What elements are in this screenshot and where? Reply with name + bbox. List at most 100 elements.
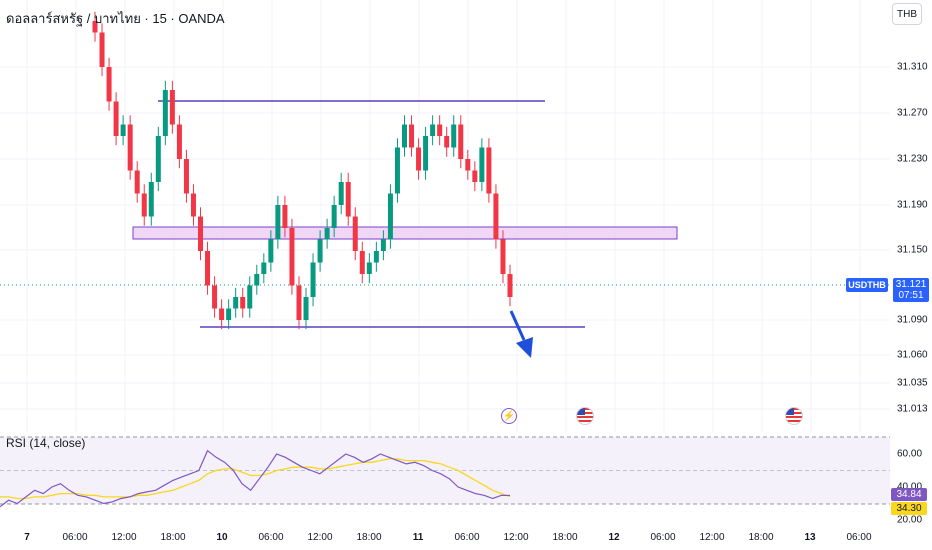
candle-body <box>331 205 337 228</box>
time-axis-label: 10 <box>216 532 228 543</box>
price-axis-label: 31.230 <box>897 153 928 165</box>
candle-body <box>254 274 260 286</box>
candle-body <box>296 285 302 320</box>
support-resistance-zone <box>132 226 678 240</box>
time-axis-label: 12:00 <box>111 532 137 543</box>
price-axis-label: 31.060 <box>897 349 928 361</box>
us-flag-event-icon[interactable] <box>785 407 803 425</box>
candle-body <box>205 251 211 286</box>
time-axis-label: 06:00 <box>846 532 872 543</box>
rsi-ma-line <box>0 458 511 500</box>
candle-body <box>338 182 344 205</box>
candle-body <box>268 239 274 263</box>
time-axis-label: 18:00 <box>748 532 774 543</box>
candle-body <box>444 136 450 148</box>
time-axis-label: 7 <box>24 532 30 543</box>
time-axis-label: 06:00 <box>258 532 284 543</box>
candle-body <box>345 182 351 217</box>
candle-body <box>233 297 239 309</box>
current-price-value: 31.121 <box>895 279 927 290</box>
candle-body <box>317 239 323 263</box>
candle-body <box>486 147 492 194</box>
candle-body <box>373 251 379 263</box>
candle-body <box>465 159 471 171</box>
time-axis-label: 06:00 <box>454 532 480 543</box>
rsi-line <box>0 449 511 508</box>
candle-body <box>261 262 267 274</box>
time-axis-label: 12 <box>608 532 620 543</box>
candle-body <box>303 297 309 320</box>
candle-body <box>310 262 316 297</box>
price-axis-label: 31.270 <box>897 107 928 119</box>
chart-title: ดอลลาร์สหรัฐ / บาทไทย · 15 · OANDA <box>6 11 225 26</box>
time-axis-label: 12:00 <box>307 532 333 543</box>
candle-body <box>324 228 330 240</box>
candle-body <box>120 124 126 136</box>
time-axis-label: 06:00 <box>650 532 676 543</box>
candle-body <box>240 297 246 309</box>
candle-body <box>282 205 288 228</box>
time-axis-label: 18:00 <box>552 532 578 543</box>
candle-body <box>472 170 478 182</box>
time-axis-label: 12:00 <box>503 532 529 543</box>
candle-body <box>162 90 168 136</box>
time-axis-label: 18:00 <box>356 532 382 543</box>
price-chart[interactable] <box>0 0 890 432</box>
candle-body <box>479 147 485 182</box>
candle-body <box>275 205 281 240</box>
rsi-axis-label: 20.00 <box>897 514 923 526</box>
candle-body <box>458 124 464 159</box>
candle-body <box>451 124 457 148</box>
candle-body <box>507 274 513 297</box>
candle-body <box>190 193 196 217</box>
rsi-pane[interactable] <box>0 432 890 528</box>
bar-countdown: 07:51 <box>898 290 924 301</box>
candle-body <box>183 159 189 194</box>
lightning-event-icon[interactable]: ⚡ <box>501 408 517 424</box>
forecast-arrow-head <box>516 337 533 358</box>
candle-body <box>99 32 105 67</box>
candle-body <box>155 136 161 182</box>
candle-body <box>226 308 232 320</box>
candle-body <box>430 124 436 136</box>
candle-body <box>169 90 175 125</box>
rsi-title: RSI (14, close) <box>6 436 86 450</box>
candle-body <box>106 67 112 102</box>
rsi-axis-label: 40.00 <box>897 481 923 493</box>
candle-body <box>366 262 372 274</box>
candle-body <box>387 193 393 240</box>
candle-body <box>141 193 147 217</box>
candle-body <box>176 124 182 159</box>
candle-body <box>289 228 295 286</box>
candle-body <box>352 216 358 251</box>
time-axis-label: 11 <box>412 532 424 543</box>
rsi-ma-value-tag: 34.30 <box>891 502 927 515</box>
candle-body <box>134 170 140 194</box>
candle-body <box>359 251 365 274</box>
candle-body <box>423 136 429 171</box>
candle-body <box>394 147 400 194</box>
candle-body <box>212 285 218 309</box>
candle-body <box>113 101 119 136</box>
price-axis-label: 31.035 <box>897 377 928 389</box>
candle-body <box>409 124 415 148</box>
time-axis-label: 13 <box>804 532 816 543</box>
candle-body <box>198 216 204 251</box>
forecast-arrow-shaft <box>509 310 526 341</box>
candle-body <box>493 193 499 240</box>
candle-body <box>437 124 443 136</box>
price-axis-label: 31.013 <box>897 403 928 415</box>
candle-body <box>416 147 422 171</box>
candle-body <box>500 239 506 274</box>
price-axis-label: 31.190 <box>897 199 928 211</box>
candle-body <box>380 239 386 251</box>
candle-body <box>219 308 225 320</box>
candle-body <box>401 124 407 148</box>
rsi-value-tag: 34.84 <box>891 488 927 501</box>
candle-body <box>127 124 133 171</box>
current-price-tag: 31.121 07:51 <box>893 278 929 302</box>
currency-button[interactable]: THB <box>892 3 922 25</box>
time-axis-label: 18:00 <box>160 532 186 543</box>
symbol-tag: USDTHB <box>846 278 888 292</box>
us-flag-event-icon[interactable] <box>576 407 594 425</box>
